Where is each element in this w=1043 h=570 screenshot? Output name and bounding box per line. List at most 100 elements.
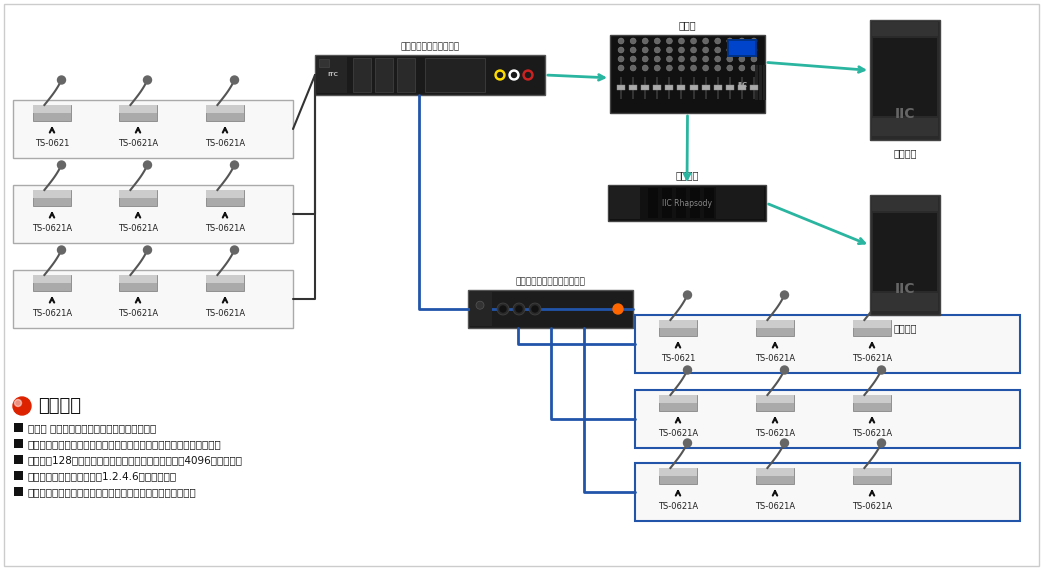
Text: TS-0621A: TS-0621A bbox=[118, 224, 159, 233]
Circle shape bbox=[231, 76, 239, 84]
Bar bbox=[317, 57, 347, 93]
Circle shape bbox=[683, 366, 692, 374]
Bar bbox=[853, 320, 891, 328]
Bar bbox=[119, 190, 157, 206]
Circle shape bbox=[666, 65, 673, 71]
Circle shape bbox=[714, 47, 721, 53]
Bar bbox=[33, 275, 71, 283]
Circle shape bbox=[751, 47, 757, 53]
Bar bbox=[853, 320, 891, 336]
Bar bbox=[319, 59, 329, 67]
Circle shape bbox=[654, 47, 660, 53]
Bar bbox=[207, 105, 244, 121]
Circle shape bbox=[57, 76, 66, 84]
Bar bbox=[756, 395, 794, 403]
Bar bbox=[713, 85, 722, 90]
Bar bbox=[610, 187, 640, 219]
Bar bbox=[705, 77, 706, 99]
Bar bbox=[715, 187, 765, 219]
Bar bbox=[729, 77, 731, 99]
Circle shape bbox=[678, 56, 684, 62]
Bar bbox=[872, 119, 938, 136]
Circle shape bbox=[727, 47, 733, 53]
Bar bbox=[702, 85, 709, 90]
Circle shape bbox=[642, 56, 648, 62]
Circle shape bbox=[498, 303, 509, 315]
Circle shape bbox=[500, 306, 506, 312]
Text: TS-0621: TS-0621 bbox=[34, 139, 69, 148]
Circle shape bbox=[642, 47, 648, 53]
Text: TS-0621A: TS-0621A bbox=[755, 502, 795, 511]
Circle shape bbox=[630, 38, 636, 44]
Bar bbox=[207, 275, 244, 283]
Bar bbox=[669, 77, 671, 99]
Bar bbox=[726, 85, 734, 90]
Bar bbox=[207, 275, 244, 291]
Bar bbox=[645, 77, 647, 99]
Bar bbox=[353, 58, 371, 92]
Bar bbox=[746, 188, 756, 218]
Text: IIC: IIC bbox=[895, 107, 916, 121]
Text: TS-0621A: TS-0621A bbox=[852, 354, 892, 363]
Text: 高集成数字会议系统扩展主机: 高集成数字会议系统扩展主机 bbox=[515, 277, 585, 286]
Text: TS-0621A: TS-0621A bbox=[32, 224, 72, 233]
Circle shape bbox=[738, 56, 745, 62]
Circle shape bbox=[703, 47, 708, 53]
Text: 专业功放: 专业功放 bbox=[675, 170, 699, 180]
Bar bbox=[620, 77, 622, 99]
Circle shape bbox=[683, 439, 692, 447]
Text: 会议讨 论发言功能，主席单元具有发言优先权: 会议讨 论发言功能，主席单元具有发言优先权 bbox=[28, 423, 156, 433]
Bar bbox=[617, 85, 625, 90]
Bar bbox=[425, 58, 485, 92]
Bar bbox=[665, 85, 674, 90]
Text: TS-0621A: TS-0621A bbox=[118, 139, 159, 148]
Text: 高集成数字会议系统主机: 高集成数字会议系统主机 bbox=[401, 42, 460, 51]
Circle shape bbox=[751, 56, 757, 62]
Bar bbox=[14, 487, 23, 496]
Text: 可设置会议同时发言人数，1.2.4.6发言人数可选: 可设置会议同时发言人数，1.2.4.6发言人数可选 bbox=[28, 471, 177, 481]
Bar bbox=[397, 58, 415, 92]
Text: TS-0621A: TS-0621A bbox=[852, 429, 892, 438]
Circle shape bbox=[666, 47, 673, 53]
Bar bbox=[119, 105, 157, 113]
Bar bbox=[13, 270, 293, 328]
Bar bbox=[207, 105, 244, 113]
Bar bbox=[729, 41, 755, 55]
Bar bbox=[717, 77, 719, 99]
Circle shape bbox=[144, 76, 151, 84]
Circle shape bbox=[727, 38, 733, 44]
Text: TS-0621A: TS-0621A bbox=[32, 309, 72, 318]
Circle shape bbox=[523, 70, 533, 80]
Bar bbox=[676, 188, 686, 218]
Circle shape bbox=[654, 65, 660, 71]
Bar bbox=[119, 105, 157, 121]
Circle shape bbox=[703, 65, 708, 71]
Circle shape bbox=[727, 65, 733, 71]
Bar bbox=[873, 213, 937, 291]
Bar bbox=[853, 468, 891, 484]
Circle shape bbox=[618, 65, 624, 71]
Circle shape bbox=[231, 246, 239, 254]
Text: 单机支持128个会议发言单元，增加扩展主机后可支持4096个发言单元: 单机支持128个会议发言单元，增加扩展主机后可支持4096个发言单元 bbox=[28, 455, 243, 465]
Bar bbox=[741, 77, 743, 99]
Text: TS-0621: TS-0621 bbox=[661, 354, 696, 363]
Circle shape bbox=[703, 38, 708, 44]
Bar bbox=[872, 294, 938, 311]
Circle shape bbox=[516, 306, 522, 312]
Bar bbox=[763, 65, 766, 100]
Bar bbox=[119, 275, 157, 291]
Bar bbox=[659, 468, 697, 476]
Circle shape bbox=[618, 38, 624, 44]
Circle shape bbox=[666, 38, 673, 44]
Bar bbox=[853, 395, 891, 411]
Bar bbox=[870, 20, 940, 140]
Circle shape bbox=[678, 38, 684, 44]
Circle shape bbox=[877, 439, 886, 447]
Bar bbox=[678, 85, 685, 90]
Circle shape bbox=[630, 56, 636, 62]
Bar bbox=[33, 190, 71, 206]
Bar bbox=[315, 55, 545, 95]
Text: TS-0621A: TS-0621A bbox=[204, 139, 245, 148]
Bar bbox=[653, 85, 661, 90]
Text: 通过扩声系统，实现会议扩声，高保真、高灵敏度的拾音效果: 通过扩声系统，实现会议扩声，高保真、高灵敏度的拾音效果 bbox=[28, 487, 197, 497]
